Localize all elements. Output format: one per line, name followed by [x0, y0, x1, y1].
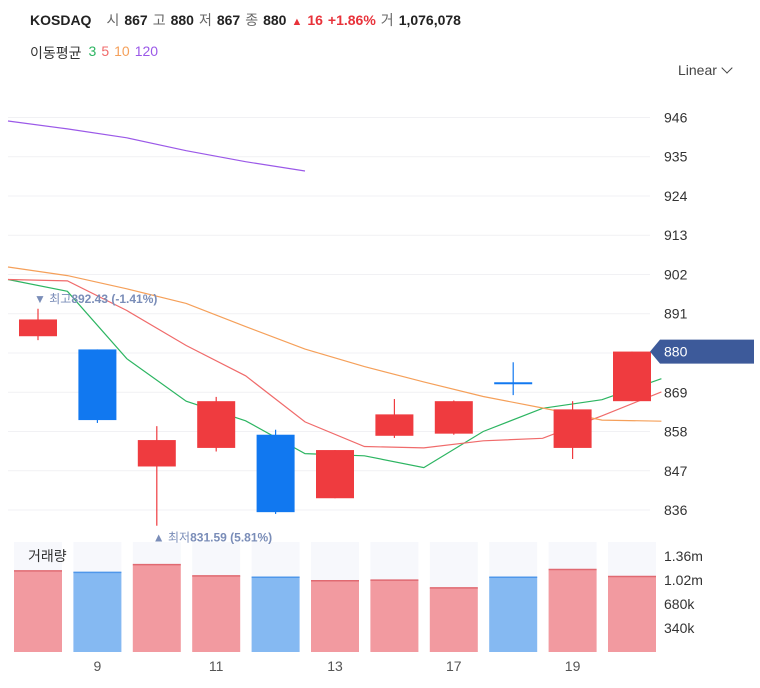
volume-bar — [73, 572, 122, 652]
high-annotation-arrow: ▼ — [34, 292, 49, 306]
y-tick-label: 847 — [664, 463, 688, 479]
high-annotation: ▼ 최고892.43 (-1.41%) — [34, 292, 157, 306]
close-label: 종 — [245, 12, 259, 28]
volume-title: 거래량 — [28, 548, 67, 564]
ma-legend-item-120[interactable]: 120 — [134, 43, 159, 59]
volume-bar — [132, 564, 181, 652]
scale-select[interactable]: Linear — [678, 62, 733, 78]
volume-bar — [14, 570, 62, 652]
x-tick-label: 19 — [565, 658, 581, 674]
quote-header: KOSDAQ 시 867 고 880 저 867 종 880 ▲ 16 +1.86… — [30, 10, 461, 30]
x-tick-label: 13 — [327, 658, 343, 674]
volume-tick-label: 1.02m — [664, 572, 703, 588]
volume-bar — [370, 580, 419, 652]
candle-body — [613, 351, 651, 402]
candle-body — [19, 319, 57, 337]
ma-legend-item-10[interactable]: 10 — [114, 43, 130, 59]
y-tick-label: 946 — [664, 109, 688, 125]
volume-tick-label: 340k — [664, 620, 695, 636]
ma-line-10 — [7, 266, 662, 422]
candle-body — [434, 401, 473, 434]
ma-legend-item-5[interactable]: 5 — [101, 43, 110, 59]
low-annotation-arrow: ▲ — [153, 531, 168, 545]
change-value: 16 — [307, 12, 323, 28]
x-tick-label: 9 — [94, 658, 102, 674]
y-tick-label: 902 — [664, 266, 688, 282]
close-value: 880 — [263, 12, 287, 28]
volume-bars — [14, 542, 656, 652]
volume-tick-label: 1.36m — [664, 548, 703, 564]
y-tick-label: 935 — [664, 149, 688, 165]
volume-bar — [489, 577, 538, 652]
high-label: 고 — [152, 12, 166, 28]
candle-body — [256, 434, 295, 513]
moving-average-legend: 이동평균 3 5 10 120 — [30, 43, 158, 63]
volume-bar — [548, 569, 597, 652]
ma-legend-title: 이동평균 — [30, 45, 82, 61]
low-annotation-label: 최저 — [168, 531, 190, 545]
candle-body — [375, 414, 414, 436]
candles — [19, 308, 651, 526]
x-tick-label: 11 — [209, 658, 224, 674]
annotations: ▼ 최고892.43 (-1.41%) ▲ 최저831.59 (5.81%) — [34, 292, 272, 545]
volume-label: 거 — [380, 12, 394, 28]
last-price-label: 880 — [664, 344, 688, 360]
change-percent: +1.86% — [327, 12, 376, 28]
y-tick-label: 891 — [664, 306, 688, 322]
volume-bar — [608, 576, 656, 652]
volume-value: 1,076,078 — [398, 12, 461, 28]
y-tick-label: 924 — [664, 188, 688, 204]
candle-body — [197, 401, 236, 448]
candle-body — [316, 450, 354, 499]
ma-line-120 — [7, 120, 306, 172]
open-label: 시 — [106, 12, 120, 28]
volume-bar — [251, 577, 300, 652]
high-annotation-value: 892.43 (-1.41%) — [71, 292, 157, 306]
candle-body — [137, 440, 176, 467]
low-value: 867 — [216, 12, 241, 28]
low-label: 저 — [198, 12, 212, 28]
x-tick-label: 17 — [446, 658, 462, 674]
volume-bar — [429, 587, 478, 652]
ma-line-5 — [7, 278, 662, 449]
high-value: 880 — [170, 12, 194, 28]
scale-select-value: Linear — [678, 62, 717, 78]
candle-body — [78, 349, 117, 421]
change-up-icon: ▲ — [291, 16, 303, 28]
ma-legend-item-3[interactable]: 3 — [88, 43, 97, 59]
open-value: 867 — [124, 12, 148, 28]
candle-body — [494, 382, 533, 385]
last-price-tag — [650, 339, 754, 364]
axes: 9469359249139028918808698588478361.36m1.… — [94, 109, 754, 674]
y-tick-label: 836 — [664, 502, 688, 518]
low-annotation: ▲ 최저831.59 (5.81%) — [153, 531, 272, 545]
volume-tick-label: 680k — [664, 596, 695, 612]
high-annotation-label: 최고 — [49, 292, 71, 306]
y-tick-label: 869 — [664, 384, 688, 400]
candle-body — [553, 409, 592, 448]
volume-bar — [192, 575, 241, 652]
low-annotation-value: 831.59 (5.81%) — [190, 531, 272, 545]
volume-bar — [311, 580, 359, 652]
y-tick-label: 858 — [664, 424, 688, 440]
y-tick-label: 913 — [664, 227, 688, 243]
symbol-name: KOSDAQ — [30, 12, 92, 28]
